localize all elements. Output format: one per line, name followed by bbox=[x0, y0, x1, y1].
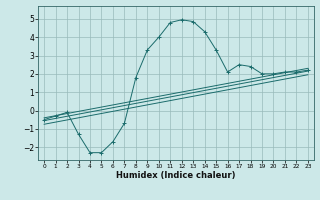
X-axis label: Humidex (Indice chaleur): Humidex (Indice chaleur) bbox=[116, 171, 236, 180]
